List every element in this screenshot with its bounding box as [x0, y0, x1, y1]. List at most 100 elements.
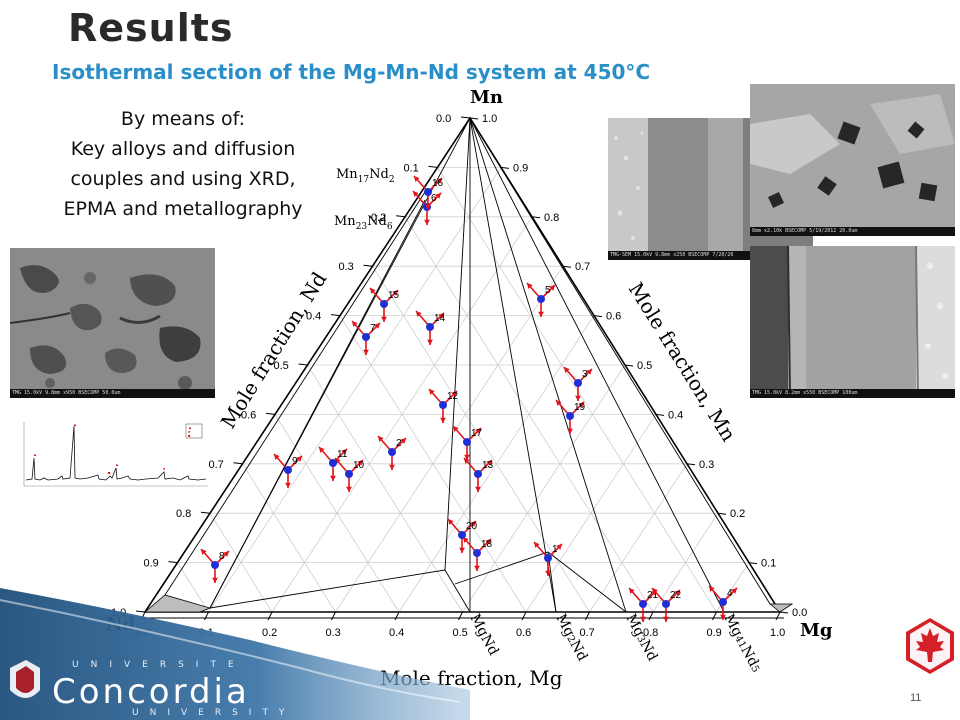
tick-left: [135, 610, 146, 613]
tie-arrow-head: [663, 616, 669, 622]
slide-title: Results: [68, 6, 234, 50]
grid-line-mg: [208, 167, 502, 613]
tick-bottom: [140, 611, 146, 621]
tick-label-right: 0.7: [575, 261, 590, 273]
vertex-label-top: Mn: [470, 87, 503, 108]
tick-bottom: [458, 611, 463, 621]
tie-arrow-head: [440, 417, 446, 423]
tick-label-bottom: 0.0: [135, 627, 150, 639]
sample-label: 20: [466, 521, 478, 532]
sample-point-2: 2: [377, 435, 407, 470]
sample-dot: [537, 295, 545, 303]
tick-label-right: 0.4: [668, 409, 683, 421]
sample-label: 14: [434, 313, 446, 324]
tie-arrow-head: [652, 588, 658, 594]
grid-line-mg: [652, 512, 719, 613]
sample-point-4: 4: [708, 585, 738, 620]
sample-point-16: 16: [413, 175, 444, 210]
tick-bottom: [521, 611, 527, 621]
sample-point-14: 14: [415, 310, 446, 345]
tick-left: [200, 511, 211, 514]
ternary-grid: [177, 166, 750, 613]
sample-label: 3: [582, 369, 588, 380]
sample-point-11: 11: [318, 446, 348, 481]
tie-arrow-head: [212, 577, 218, 583]
grid-line-mg: [335, 265, 564, 613]
university-top-label: UNIVERSITE: [72, 660, 246, 670]
phase-label-mn17nd2: Mn17Nd2: [336, 167, 395, 185]
tick-label-bottom: 0.6: [516, 627, 531, 639]
sample-dot: [424, 188, 432, 196]
sample-label: 15: [388, 290, 400, 301]
tick-label-left: 0.9: [144, 558, 159, 570]
tick-bottom: [394, 611, 400, 621]
tick-label-bottom: 0.9: [707, 627, 722, 639]
sample-label: 5: [545, 285, 551, 296]
tie-arrow-head: [470, 521, 476, 527]
tick-label-left: 0.7: [209, 459, 224, 471]
tick-label-left: 0.3: [339, 261, 354, 273]
tick-right: [748, 562, 758, 565]
tick-label-left: 0.8: [176, 508, 191, 520]
tick-label-left: 0.0: [436, 113, 451, 125]
tick-right: [624, 364, 634, 367]
tie-arrow-head: [575, 395, 581, 401]
sample-dot: [345, 470, 353, 478]
grid-line-mg: [589, 463, 688, 613]
xrd-legend-c: ■: [188, 433, 191, 438]
grid-line-nd: [437, 167, 717, 613]
tick-bottom: [204, 611, 209, 621]
xrd-pattern-plot: ▲ ● ■ ▲ ▲ ▲ ● ■: [18, 418, 213, 496]
tie-arrow-head: [413, 191, 419, 197]
grid-line-mg: [525, 414, 657, 613]
tick-label-bottom: 0.5: [453, 627, 468, 639]
tick-left: [233, 462, 243, 465]
sample-dot: [463, 438, 471, 446]
tick-right: [500, 166, 510, 169]
xrd-pattern: ▲ ● ■ ▲ ▲ ▲ ● ■: [18, 418, 213, 496]
tick-right: [562, 265, 572, 268]
tick-label-right: 0.1: [761, 558, 776, 570]
sample-label: 6: [431, 193, 437, 204]
xrd-legend-a: ▲: [188, 425, 192, 430]
micrograph-top-right-texture: [750, 84, 955, 236]
sample-label: 16: [432, 178, 444, 189]
tie-arrow-head: [463, 537, 469, 543]
tick-right: [593, 315, 603, 318]
sample-dot: [329, 459, 337, 467]
tie-line-mn17nd2: [164, 191, 426, 596]
tie-line-7: [469, 117, 771, 605]
tie-arrow-head: [459, 547, 465, 553]
tie-arrow-head: [545, 570, 551, 576]
tie-arrow-head: [549, 285, 555, 291]
tie-arrow-head: [474, 565, 480, 571]
tick-right: [717, 512, 727, 515]
sample-label: 2: [396, 438, 402, 449]
tie-arrow-head: [556, 544, 562, 550]
sample-dot: [544, 554, 552, 562]
micrograph-bottom-right-caption: TMG 15.0kV 8.2mm x550 BSECOMP 100um: [750, 389, 955, 398]
sample-dot: [458, 531, 466, 539]
tick-left: [168, 561, 178, 564]
sample-label: 11: [337, 449, 348, 460]
tie-arrow-head: [674, 590, 680, 596]
grid-line-nd: [372, 265, 590, 613]
tie-arrow-head: [352, 321, 358, 327]
tie-arrow-head: [438, 313, 444, 319]
sample-dot: [474, 470, 482, 478]
tie-arrow-head: [720, 614, 726, 620]
tick-label-right: 0.0: [792, 607, 807, 619]
tick-label-right: 0.3: [699, 459, 714, 471]
university-name: Concordia: [52, 672, 250, 712]
sample-point-8: 8: [200, 548, 230, 583]
micrograph-left: TMG 15.0kV 9.8mm x950 BSECOMP 50.0um: [10, 248, 215, 398]
micrograph-bottom-right: TMG 15.0kV 8.2mm x550 BSECOMP 100um: [750, 246, 955, 398]
tie-line-6: [469, 117, 725, 613]
tick-bottom: [585, 611, 590, 621]
sample-point-15: 15: [369, 287, 400, 322]
tie-arrow-head: [400, 438, 406, 444]
grid-line-mg: [462, 364, 626, 613]
tick-left: [298, 363, 308, 366]
